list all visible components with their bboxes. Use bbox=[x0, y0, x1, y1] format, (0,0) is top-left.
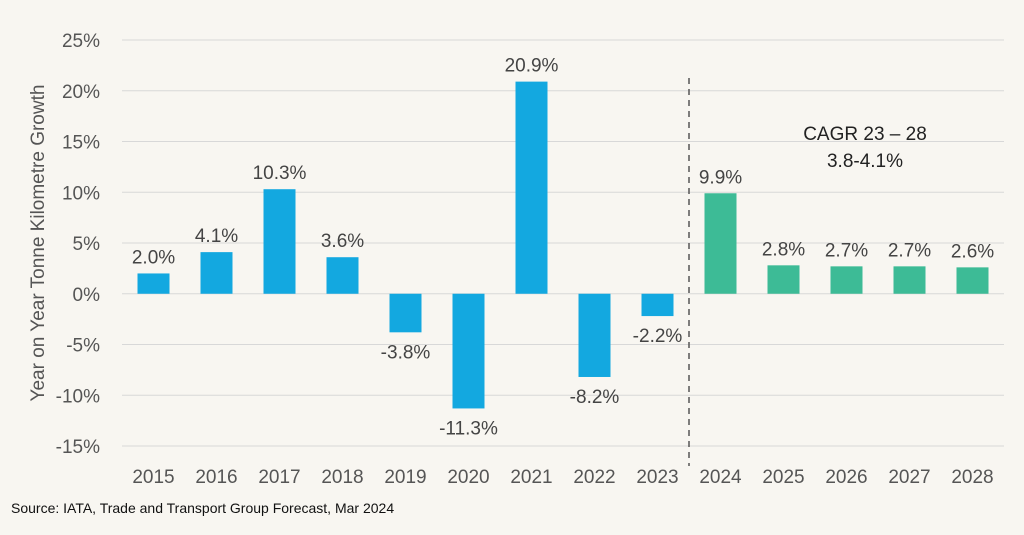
x-tick-label-2024: 2024 bbox=[699, 467, 742, 488]
bar-2015 bbox=[137, 273, 170, 294]
bar-2018 bbox=[326, 257, 359, 294]
x-tick-label-2018: 2018 bbox=[321, 467, 363, 488]
data-label-2021: 20.9% bbox=[505, 56, 559, 77]
bar-2022 bbox=[578, 293, 611, 377]
x-axis-ticks: 2015 2016 2017 2018 2019 2020 2021 2022 2023 2024… bbox=[132, 467, 993, 488]
x-tick-label-2023: 2023 bbox=[636, 467, 678, 488]
x-tick-label-2016: 2016 bbox=[195, 467, 237, 488]
x-tick-label-2021: 2021 bbox=[510, 467, 552, 488]
bar-2021 bbox=[515, 81, 548, 294]
source-note: Source: IATA, Trade and Transport Group … bbox=[11, 500, 395, 516]
x-tick-label-2017: 2017 bbox=[258, 467, 300, 488]
x-tick-label-2019: 2019 bbox=[384, 467, 426, 488]
gridlines bbox=[122, 39, 1004, 447]
bar-2026 bbox=[830, 266, 863, 294]
cagr-annotation-title: CAGR 23 – 28 bbox=[803, 124, 927, 145]
y-tick-label: 0% bbox=[73, 285, 101, 306]
bar-2028 bbox=[956, 267, 989, 294]
bar-2017 bbox=[263, 189, 296, 294]
bar-2024 bbox=[704, 193, 737, 294]
y-tick-label: 10% bbox=[62, 183, 100, 204]
y-tick-label: 25% bbox=[62, 31, 100, 52]
bar-2020 bbox=[452, 293, 485, 409]
x-tick-label-2015: 2015 bbox=[132, 467, 174, 488]
bar-2025 bbox=[767, 265, 800, 294]
x-tick-label-2025: 2025 bbox=[762, 467, 804, 488]
data-label-2025: 2.8% bbox=[762, 239, 805, 260]
data-label-2028: 2.6% bbox=[951, 241, 994, 262]
y-axis-title: Year on Year Tonne Kilometre Growth bbox=[28, 85, 49, 402]
bar-2027 bbox=[893, 266, 926, 294]
data-labels: 2.0% 4.1% 10.3% 3.6% -3.8% -11.3% 20.9% -8.2% -2… bbox=[132, 56, 994, 440]
x-tick-label-2022: 2022 bbox=[573, 467, 615, 488]
bar-2016 bbox=[200, 252, 233, 294]
bars bbox=[137, 81, 989, 409]
data-label-2019: -3.8% bbox=[381, 342, 431, 363]
y-tick-label: -10% bbox=[56, 386, 100, 407]
data-label-2020: -11.3% bbox=[439, 418, 498, 439]
data-label-2018: 3.6% bbox=[321, 231, 364, 252]
data-label-2022: -8.2% bbox=[570, 387, 620, 408]
y-tick-label: -5% bbox=[66, 336, 100, 357]
y-tick-label: -15% bbox=[56, 437, 100, 458]
y-axis-ticks: 25% 20% 15% 10% 5% 0% -5% -10% -15% bbox=[56, 31, 100, 458]
cagr-annotation-value: 3.8-4.1% bbox=[827, 151, 903, 172]
data-label-2017: 10.3% bbox=[253, 163, 307, 184]
y-tick-label: 5% bbox=[73, 234, 101, 255]
x-tick-label-2026: 2026 bbox=[825, 467, 867, 488]
y-tick-label: 15% bbox=[62, 133, 100, 154]
y-tick-label: 20% bbox=[62, 82, 100, 103]
x-tick-label-2027: 2027 bbox=[888, 467, 930, 488]
bar-2019 bbox=[389, 293, 422, 333]
data-label-2026: 2.7% bbox=[825, 240, 868, 261]
data-label-2023: -2.2% bbox=[633, 326, 683, 347]
x-tick-label-2028: 2028 bbox=[951, 467, 993, 488]
data-label-2015: 2.0% bbox=[132, 247, 175, 268]
data-label-2027: 2.7% bbox=[888, 240, 931, 261]
x-tick-label-2020: 2020 bbox=[447, 467, 489, 488]
data-label-2016: 4.1% bbox=[195, 226, 238, 247]
data-label-2024: 9.9% bbox=[699, 167, 742, 188]
bar-2023 bbox=[641, 293, 674, 317]
